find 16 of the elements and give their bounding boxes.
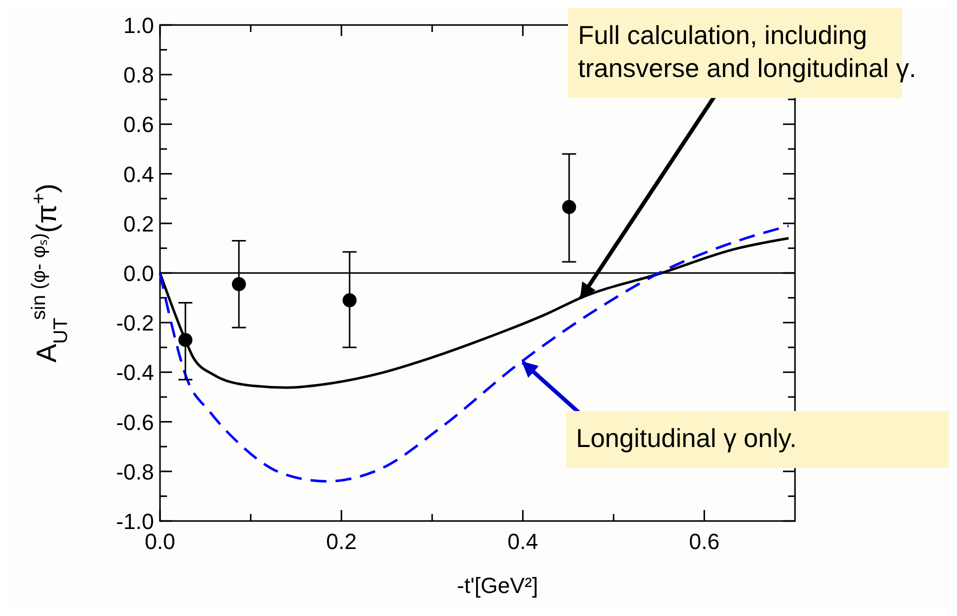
x-tick-label: 0.4 (508, 529, 538, 554)
y-tick-label: 0.4 (123, 162, 154, 187)
y-tick-label: -0.8 (116, 459, 154, 484)
annotation: Longitudinal γ only. (576, 423, 797, 453)
y-tick-label: -0.6 (116, 410, 154, 435)
y-tick-label: -0.4 (116, 360, 154, 386)
x-tick-label: 0.6 (688, 529, 720, 554)
x-tick-label: 0.2 (326, 529, 357, 554)
y-tick-label: 1.0 (123, 13, 154, 38)
y-tick-label: 0.0 (123, 261, 154, 286)
x-axis-title: -t'[GeV²] (456, 573, 538, 598)
y-tick-label: 0.8 (123, 62, 154, 88)
y-tick-label: 0.6 (123, 112, 154, 138)
annotation: Full calculation, including transverse and longitudinal γ. (578, 20, 916, 83)
y-tick-label: 0.2 (123, 211, 154, 236)
y-tick-label: -0.2 (116, 310, 154, 336)
